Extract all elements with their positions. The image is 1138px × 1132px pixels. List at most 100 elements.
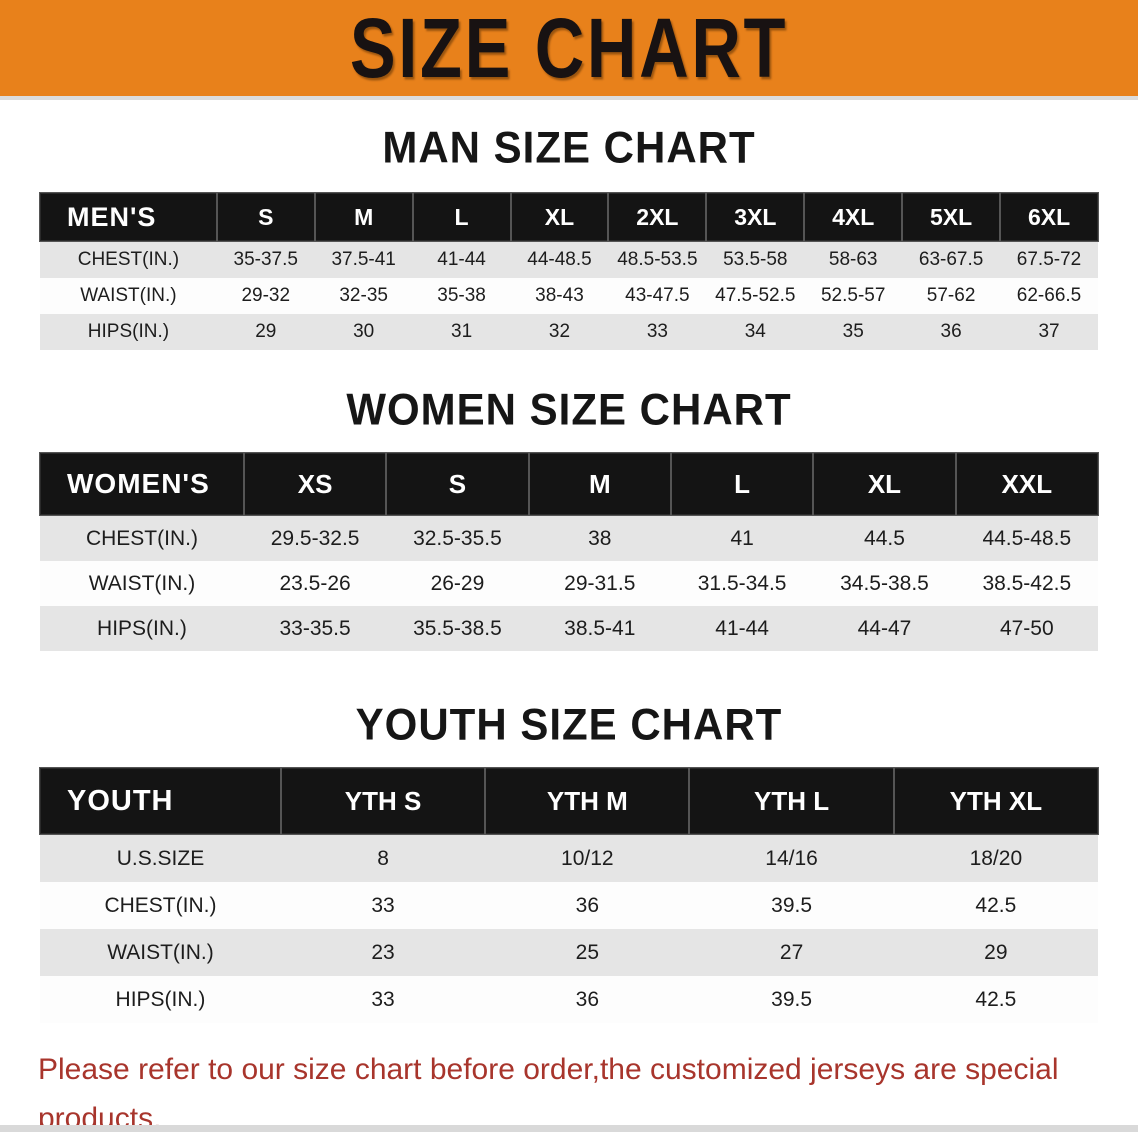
women-row-chest-in: CHEST(IN.) 29.5-32.5 32.5-35.5 38 41 44.5 44.5… [40, 515, 1098, 561]
value-cell: 34.5-38.5 [813, 561, 956, 606]
men-size-table: MEN'S S M L XL 2XL 3XL 4XL 5XL 6XL CHEST(IN.) 35-37… [39, 192, 1099, 350]
row-label: WAIST(IN.) [40, 929, 281, 976]
women-size-header-5: XL [812, 452, 957, 516]
value-cell: 33 [280, 882, 486, 929]
value-cell: 44-48.5 [510, 241, 609, 278]
men-header-row: MEN'S S M L XL 2XL 3XL 4XL 5XL 6XL [39, 192, 1099, 242]
value-cell: 33 [608, 314, 707, 350]
value-cell: 42.5 [893, 976, 1098, 1023]
value-cell: 33-35.5 [243, 606, 387, 651]
men-row-chest-in: CHEST(IN.) 35-37.5 37.5-41 41-44 44-48.5 48.5… [40, 241, 1098, 278]
value-cell: 62-66.5 [1000, 278, 1098, 314]
row-label: CHEST(IN.) [40, 882, 281, 929]
value-cell: 36 [902, 314, 1001, 350]
value-cell: 31 [412, 314, 511, 350]
value-cell: 33 [280, 976, 486, 1023]
value-cell: 38 [528, 515, 671, 561]
youth-header-label: YOUTH [39, 767, 282, 835]
size-chart-banner: SIZE CHART [0, 0, 1138, 100]
row-label: HIPS(IN.) [40, 606, 244, 651]
value-cell: 29-31.5 [528, 561, 671, 606]
value-cell: 18/20 [893, 834, 1098, 882]
value-cell: 27 [689, 929, 894, 976]
value-cell: 41-44 [670, 606, 814, 651]
youth-section-title: YOUTH SIZE CHART [355, 699, 783, 750]
youth-size-header-1: YTH S [279, 767, 487, 835]
value-cell: 31.5-34.5 [670, 561, 814, 606]
women-size-header-6: XXL [954, 452, 1100, 516]
row-label: HIPS(IN.) [40, 976, 281, 1023]
value-cell: 44.5 [813, 515, 956, 561]
value-cell: 36 [485, 976, 690, 1023]
men-size-header-7: 4XL [803, 192, 904, 242]
men-size-header-1: S [215, 192, 316, 242]
men-size-header-4: XL [509, 192, 610, 242]
men-section-title: MAN SIZE CHART [382, 122, 756, 173]
women-row-waist-in: WAIST(IN.) 23.5-26 26-29 29-31.5 31.5-34.5 34… [40, 561, 1098, 606]
value-cell: 47.5-52.5 [706, 278, 805, 314]
value-cell: 38.5-41 [528, 606, 671, 651]
value-cell: 58-63 [804, 241, 903, 278]
men-size-header-6: 3XL [705, 192, 806, 242]
youth-row-waist-in: WAIST(IN.) 23 25 27 29 [40, 929, 1098, 976]
value-cell: 34 [706, 314, 805, 350]
value-cell: 42.5 [893, 882, 1098, 929]
women-size-header-3: M [527, 452, 672, 516]
value-cell: 67.5-72 [1000, 241, 1098, 278]
value-cell: 32 [510, 314, 609, 350]
value-cell: 14/16 [689, 834, 894, 882]
disclaimer-text: Please refer to our size chart before or… [38, 1045, 1113, 1132]
youth-size-table: YOUTH YTH S YTH M YTH L YTH XL U.S.SIZE 8 10/12… [39, 767, 1100, 1023]
row-label: CHEST(IN.) [40, 241, 217, 278]
youth-size-header-3: YTH L [688, 767, 895, 835]
value-cell: 41 [670, 515, 814, 561]
value-cell: 30 [314, 314, 413, 350]
row-label: WAIST(IN.) [40, 561, 244, 606]
value-cell: 35.5-38.5 [386, 606, 529, 651]
bottom-edge-strip [0, 1125, 1138, 1132]
value-cell: 43-47.5 [608, 278, 707, 314]
value-cell: 23 [280, 929, 486, 976]
value-cell: 37.5-41 [314, 241, 413, 278]
men-size-header-3: L [411, 192, 512, 242]
value-cell: 47-50 [955, 606, 1098, 651]
women-size-header-1: XS [242, 452, 388, 516]
women-header-label: WOMEN'S [39, 452, 245, 516]
value-cell: 25 [485, 929, 690, 976]
men-header-label: MEN'S [39, 192, 218, 242]
value-cell: 52.5-57 [804, 278, 903, 314]
value-cell: 44.5-48.5 [955, 515, 1098, 561]
men-size-header-8: 5XL [901, 192, 1002, 242]
value-cell: 53.5-58 [706, 241, 805, 278]
men-size-header-9: 6XL [999, 192, 1099, 242]
women-size-table: WOMEN'S XS S M L XL XXL CHEST(IN.) 29.5-32.5 32.5… [39, 452, 1100, 651]
disclaimer-line-1: Please refer to our size chart before or… [38, 1053, 1059, 1132]
value-cell: 10/12 [485, 834, 690, 882]
value-cell: 37 [1000, 314, 1098, 350]
value-cell: 29-32 [216, 278, 315, 314]
value-cell: 38-43 [510, 278, 609, 314]
value-cell: 32-35 [314, 278, 413, 314]
row-label: WAIST(IN.) [40, 278, 217, 314]
women-section-title: WOMEN SIZE CHART [346, 384, 792, 435]
value-cell: 35 [804, 314, 903, 350]
value-cell: 8 [280, 834, 486, 882]
value-cell: 23.5-26 [243, 561, 387, 606]
youth-row-u-s-size: U.S.SIZE 8 10/12 14/16 18/20 [40, 834, 1098, 882]
value-cell: 38.5-42.5 [955, 561, 1098, 606]
value-cell: 39.5 [689, 976, 894, 1023]
value-cell: 35-37.5 [216, 241, 315, 278]
men-row-hips-in: HIPS(IN.) 29 30 31 32 33 34 35 36 37 [40, 314, 1098, 350]
women-row-hips-in: HIPS(IN.) 33-35.5 35.5-38.5 38.5-41 41-44 44-… [40, 606, 1098, 651]
men-row-waist-in: WAIST(IN.) 29-32 32-35 35-38 38-43 43-47.5 47.… [40, 278, 1098, 314]
value-cell: 44-47 [813, 606, 956, 651]
row-label: HIPS(IN.) [40, 314, 217, 350]
value-cell: 48.5-53.5 [608, 241, 707, 278]
youth-row-hips-in: HIPS(IN.) 33 36 39.5 42.5 [40, 976, 1098, 1023]
men-size-header-5: 2XL [607, 192, 708, 242]
women-size-header-4: L [669, 452, 815, 516]
youth-size-header-4: YTH XL [892, 767, 1100, 835]
value-cell: 29 [893, 929, 1098, 976]
value-cell: 63-67.5 [902, 241, 1001, 278]
men-size-header-2: M [313, 192, 414, 242]
